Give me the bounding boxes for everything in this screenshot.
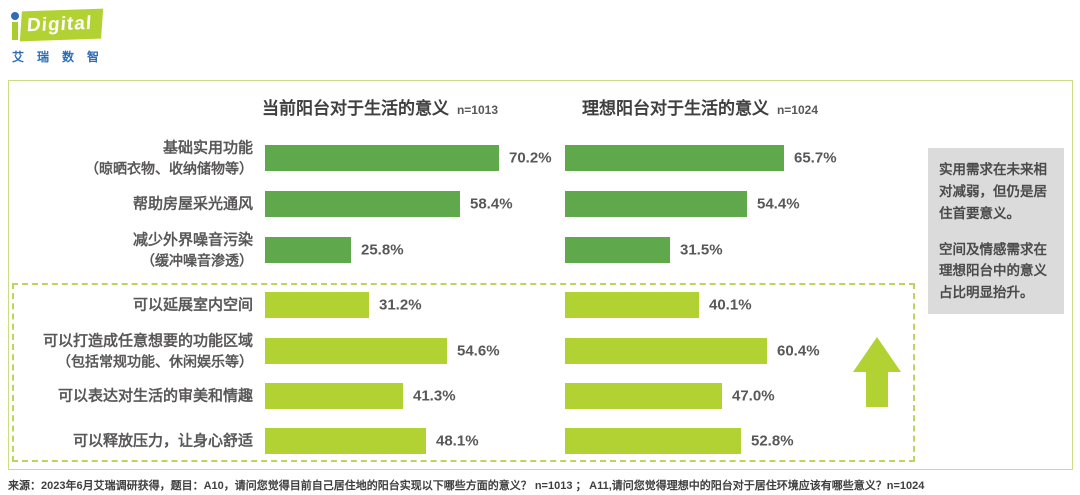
bar-value: 60.4% bbox=[777, 342, 820, 360]
category-label: 可以延展室内空间 bbox=[16, 295, 253, 316]
logo-mark: Digital bbox=[11, 8, 122, 42]
bar-value: 65.7% bbox=[794, 149, 837, 167]
category-label-main: 可以表达对生活的审美和情趣 bbox=[57, 387, 253, 405]
bar-value: 54.6% bbox=[457, 342, 500, 360]
category-label: 减少外界噪音污染 （缓冲噪音渗透） bbox=[16, 230, 253, 271]
right-chart-title-text: 理想阳台对于生活的意义 bbox=[581, 99, 769, 118]
category-label: 可以打造成任意想要的功能区域 （包括常规功能、休闲娱乐等） bbox=[16, 331, 253, 372]
category-label: 可以释放压力，让身心舒适 bbox=[16, 431, 253, 452]
left-chart-title: 当前阳台对于生活的意义 n=1013 bbox=[235, 94, 525, 119]
logo-brand-text: Digital bbox=[19, 8, 104, 42]
bar-value: 31.2% bbox=[379, 296, 422, 314]
right-chart-title: 理想阳台对于生活的意义 n=1024 bbox=[550, 94, 850, 119]
category-label-main: 可以打造成任意想要的功能区域 bbox=[42, 332, 253, 350]
category-label-sub: （晾晒衣物、收纳储物等） bbox=[85, 160, 253, 177]
bar-value: 40.1% bbox=[709, 296, 752, 314]
logo: Digital 艾瑞数智 bbox=[11, 8, 122, 65]
category-label-main: 可以释放压力，让身心舒适 bbox=[72, 432, 253, 450]
bar-value: 41.3% bbox=[413, 387, 456, 405]
bar[interactable] bbox=[565, 237, 670, 263]
up-arrow-icon bbox=[853, 337, 901, 407]
bar-value: 70.2% bbox=[509, 149, 552, 167]
bar[interactable] bbox=[565, 338, 767, 364]
category-label: 基础实用功能 （晾晒衣物、收纳储物等） bbox=[16, 138, 253, 179]
bar[interactable] bbox=[265, 145, 499, 171]
bar[interactable] bbox=[565, 191, 747, 217]
category-label-sub: （缓冲噪音渗透） bbox=[141, 252, 253, 269]
bar-value: 58.4% bbox=[470, 195, 513, 213]
category-label-sub: （包括常规功能、休闲娱乐等） bbox=[57, 353, 253, 370]
chart-row: 可以打造成任意想要的功能区域 （包括常规功能、休闲娱乐等） 54.6% 60.4% bbox=[0, 333, 1080, 370]
chart-row: 基础实用功能 （晾晒衣物、收纳储物等） 70.2% 65.7% bbox=[0, 140, 1080, 177]
bar[interactable] bbox=[265, 383, 403, 409]
annotation-paragraph-1: 实用需求在未来相对减弱，但仍是居住首要意义。 bbox=[939, 162, 1047, 221]
annotation-box: 实用需求在未来相对减弱，但仍是居住首要意义。 空间及情感需求在理想阳台中的意义占… bbox=[928, 148, 1064, 314]
category-label: 帮助房屋采光通风 bbox=[16, 194, 253, 215]
bar-value: 47.0% bbox=[732, 387, 775, 405]
bar[interactable] bbox=[565, 145, 784, 171]
left-chart-sample-size: n=1013 bbox=[456, 103, 499, 117]
category-label: 可以表达对生活的审美和情趣 bbox=[16, 386, 253, 407]
chart-row: 可以延展室内空间 31.2% 40.1% bbox=[0, 292, 1080, 318]
emotional-needs-dashed-box bbox=[12, 283, 915, 462]
bar-value: 48.1% bbox=[436, 432, 479, 450]
chart-panel bbox=[8, 80, 1073, 470]
category-label-main: 减少外界噪音污染 bbox=[132, 231, 253, 249]
bar-value: 31.5% bbox=[680, 241, 723, 259]
bar-value: 52.8% bbox=[751, 432, 794, 450]
bar[interactable] bbox=[265, 237, 351, 263]
logo-i-dot-icon bbox=[11, 12, 19, 20]
bar[interactable] bbox=[265, 338, 447, 364]
source-note: 来源：2023年6月艾瑞调研获得，题目：A10，请问您觉得目前自己居住地的阳台实… bbox=[8, 480, 925, 492]
logo-i-icon bbox=[12, 22, 18, 40]
bar[interactable] bbox=[565, 292, 699, 318]
bar[interactable] bbox=[565, 383, 722, 409]
bar-value: 54.4% bbox=[757, 195, 800, 213]
bar[interactable] bbox=[265, 191, 460, 217]
bar[interactable] bbox=[565, 428, 741, 454]
chart-row: 可以表达对生活的审美和情趣 41.3% 47.0% bbox=[0, 383, 1080, 409]
bar[interactable] bbox=[265, 428, 426, 454]
annotation-paragraph-2: 空间及情感需求在理想阳台中的意义占比明显抬升。 bbox=[939, 241, 1047, 301]
bar-value: 25.8% bbox=[361, 241, 404, 259]
category-label-main: 基础实用功能 bbox=[162, 139, 253, 157]
chart-row: 帮助房屋采光通风 58.4% 54.4% bbox=[0, 191, 1080, 217]
left-chart-title-text: 当前阳台对于生活的意义 bbox=[261, 99, 449, 118]
bar[interactable] bbox=[265, 292, 369, 318]
chart-row: 减少外界噪音污染 （缓冲噪音渗透） 25.8% 31.5% bbox=[0, 232, 1080, 269]
chart-row: 可以释放压力，让身心舒适 48.1% 52.8% bbox=[0, 428, 1080, 454]
category-label-main: 可以延展室内空间 bbox=[132, 296, 253, 314]
right-chart-sample-size: n=1024 bbox=[776, 103, 819, 117]
category-label-main: 帮助房屋采光通风 bbox=[132, 195, 253, 213]
logo-subtext: 艾瑞数智 bbox=[12, 50, 113, 64]
